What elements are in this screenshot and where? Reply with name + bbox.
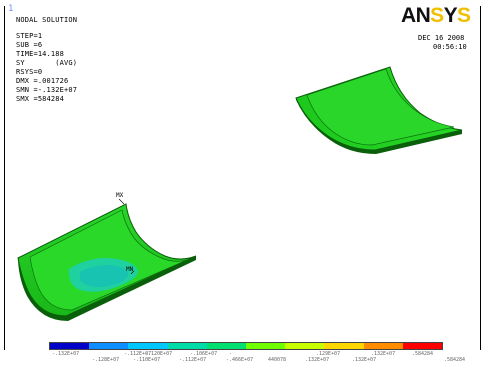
- smn-value: SMN =-.132E+07: [16, 86, 78, 94]
- rsys-value: RSYS=0: [16, 68, 43, 76]
- shell-part-lower-left: [17, 203, 197, 321]
- step-value: STEP=1: [16, 32, 43, 40]
- shell-part-upper-right: [295, 66, 463, 154]
- ansys-logo: ANSYS: [401, 4, 483, 27]
- legend-label-bottom-2: -.110E+07: [133, 357, 161, 363]
- time-label: 00:56:10: [433, 43, 467, 51]
- legend-color-5: [206, 343, 247, 349]
- ansys-logo-text: ANSYS: [401, 4, 471, 27]
- legend-label-top-2: -.112E+07: [124, 351, 152, 357]
- dmx-value: DMX =.001726: [16, 77, 69, 85]
- smx-value: SMX =584284: [16, 95, 65, 103]
- legend-label-top-7: .132E+07: [371, 351, 396, 357]
- stress-component: SY (AVG): [16, 59, 78, 67]
- legend-color-3: [128, 343, 168, 349]
- legend-label-bottom-3: -.112E+07: [179, 357, 207, 363]
- legend-label-top-3: -.120E+07: [145, 351, 173, 357]
- legend-label-top-1: -.132E+07: [52, 351, 80, 357]
- window-left-border: [4, 6, 5, 350]
- legend-color-8: [324, 343, 364, 349]
- lower-shell-stress-patch-inner: [80, 265, 129, 287]
- legend-color-4: [167, 343, 207, 349]
- legend-color-10: [402, 343, 443, 349]
- marker-mx-group: [118, 198, 125, 205]
- legend-label-top-8: .584284: [412, 351, 434, 357]
- contour-legend-bar: [49, 342, 443, 350]
- substep-value: SUB =6: [16, 41, 43, 49]
- legend-label-top-4: -.106E+07: [190, 351, 218, 357]
- legend-label-bottom-6: .132E+07: [305, 357, 330, 363]
- upper-shell-edge-shadow: [296, 98, 462, 154]
- legend-label-bottom-5: 440078: [268, 357, 287, 363]
- legend-label-bottom-1: -.128E+07: [92, 357, 120, 363]
- marker-mx-label: MX: [116, 192, 124, 199]
- time-value: TIME=14.188: [16, 50, 65, 58]
- marker-mn-label: MN: [126, 266, 134, 273]
- window-right-border: [480, 6, 481, 350]
- window-number: 1: [8, 4, 14, 14]
- legend-color-2: [89, 343, 129, 349]
- legend-color-1: [50, 343, 90, 349]
- legend-label-bottom-7: .132E+07: [352, 357, 377, 363]
- legend-label-top-5: -: [229, 351, 233, 357]
- legend-label-top-6: .129E+07: [316, 351, 341, 357]
- date-label: DEC 16 2008: [418, 34, 465, 42]
- result-title: NODAL SOLUTION: [16, 16, 78, 24]
- legend-color-9: [363, 343, 403, 349]
- legend-color-6: [246, 343, 286, 349]
- marker-mn-group: [130, 270, 135, 275]
- legend-color-7: [285, 343, 325, 349]
- legend-label-bottom-8: .584284: [444, 357, 466, 363]
- legend-label-bottom-4: -.466E+07: [226, 357, 254, 363]
- upper-shell-inner-face: [306, 68, 455, 146]
